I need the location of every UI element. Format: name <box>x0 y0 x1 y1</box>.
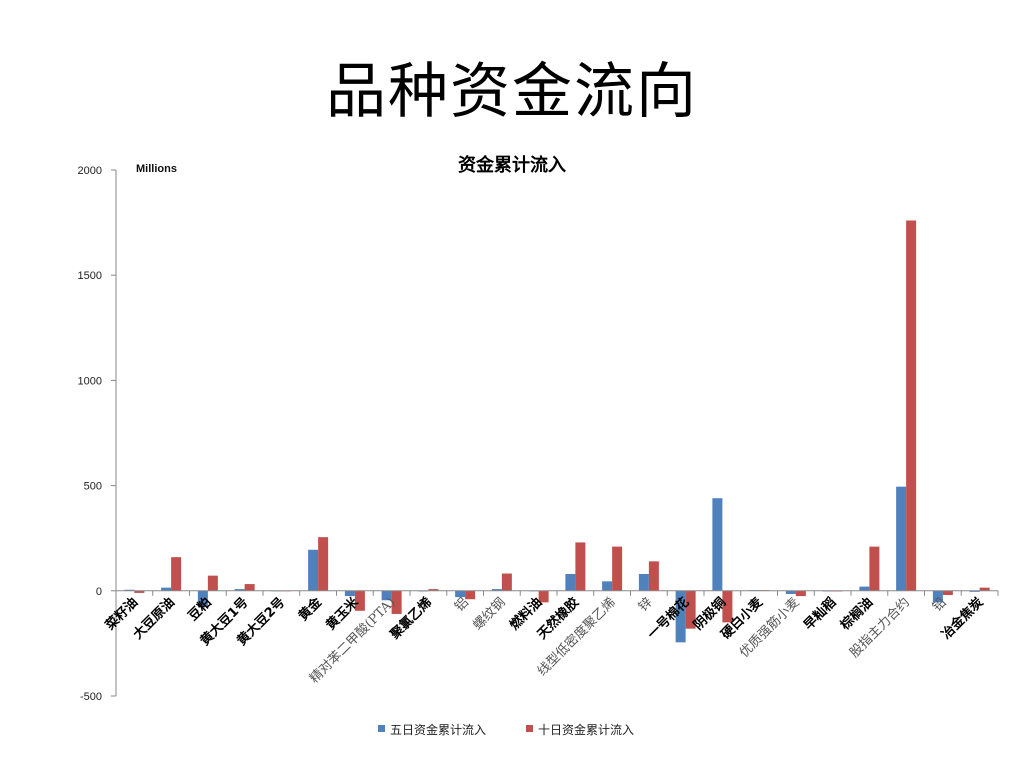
bar-ten-day <box>244 584 255 591</box>
bar-five-day <box>381 590 392 601</box>
bar-ten-day <box>501 573 512 591</box>
bar-ten-day <box>354 590 365 611</box>
bar-ten-day <box>538 590 549 603</box>
category-label: 豆粕 <box>185 594 215 624</box>
bar-ten-day <box>942 590 953 596</box>
bar-ten-day <box>391 590 402 614</box>
bar-five-day <box>344 590 355 597</box>
y-tick-label: -500 <box>80 691 102 703</box>
bars <box>124 220 990 643</box>
bar-five-day <box>197 590 208 607</box>
category-label: 铅 <box>930 595 950 615</box>
y-axis-ticks: -500 0 500 1000 1500 2000 <box>78 165 116 703</box>
bar-ten-day <box>979 587 990 591</box>
bar-ten-day <box>722 590 733 623</box>
x-axis-ticks <box>115 590 999 596</box>
category-label: 锌 <box>636 595 656 615</box>
bar-five-day <box>859 586 870 591</box>
category-label: 早籼稻 <box>801 594 840 633</box>
bar-ten-day <box>575 542 586 591</box>
bar-five-day <box>896 486 907 591</box>
bar-five-day <box>565 573 576 591</box>
y-tick-label: 500 <box>84 481 102 493</box>
bar-five-day <box>969 590 980 592</box>
legend-label: 五日资金累计流入 <box>390 722 486 737</box>
legend-swatch <box>378 725 385 732</box>
bar-five-day <box>308 549 319 591</box>
chart-title: 资金累计流入 <box>458 154 566 176</box>
bar-ten-day <box>685 590 696 629</box>
legend-label: 十日资金累计流入 <box>538 722 634 737</box>
slide-title: 品种资金流向 <box>326 57 698 127</box>
y-tick-label: 1500 <box>78 270 102 282</box>
bar-five-day <box>712 498 723 591</box>
legend-swatch <box>526 725 533 732</box>
category-labels: 菜籽油大豆原油 豆粕黄大豆1号黄大豆2号 黄金黄玉米精对苯二甲酸(PTA)聚氯乙烯铝… <box>102 594 987 687</box>
bar-ten-day <box>795 590 806 597</box>
bar-ten-day <box>207 575 218 591</box>
bar-ten-day <box>318 537 329 591</box>
bar-ten-day <box>465 590 476 600</box>
bar-five-day <box>932 590 943 603</box>
bar-five-day <box>638 573 649 591</box>
bar-ten-day <box>648 561 659 591</box>
y-tick-label: 1000 <box>78 375 102 387</box>
bar-five-day <box>455 590 466 598</box>
y-tick-label: 0 <box>96 586 102 598</box>
category-label: 螺纹钢 <box>471 595 509 633</box>
bar-ten-day <box>906 220 917 591</box>
y-axis-unit-label: Millions <box>136 163 177 175</box>
bar-ten-day <box>428 589 439 591</box>
bar-five-day <box>234 589 245 591</box>
bar-ten-day <box>134 590 145 593</box>
bar-ten-day <box>612 546 623 591</box>
bar-ten-day <box>171 557 182 591</box>
bar-five-day <box>124 589 135 591</box>
bar-five-day <box>491 589 502 591</box>
bar-five-day <box>785 590 796 594</box>
bar-five-day <box>161 587 172 591</box>
bar-five-day <box>675 590 686 643</box>
category-label: 黄金 <box>295 594 325 624</box>
bar-five-day <box>602 581 613 591</box>
y-tick-label: 2000 <box>78 165 102 177</box>
legend: 五日资金累计流入 十日资金累计流入 <box>378 722 634 737</box>
bar-ten-day <box>869 546 880 591</box>
